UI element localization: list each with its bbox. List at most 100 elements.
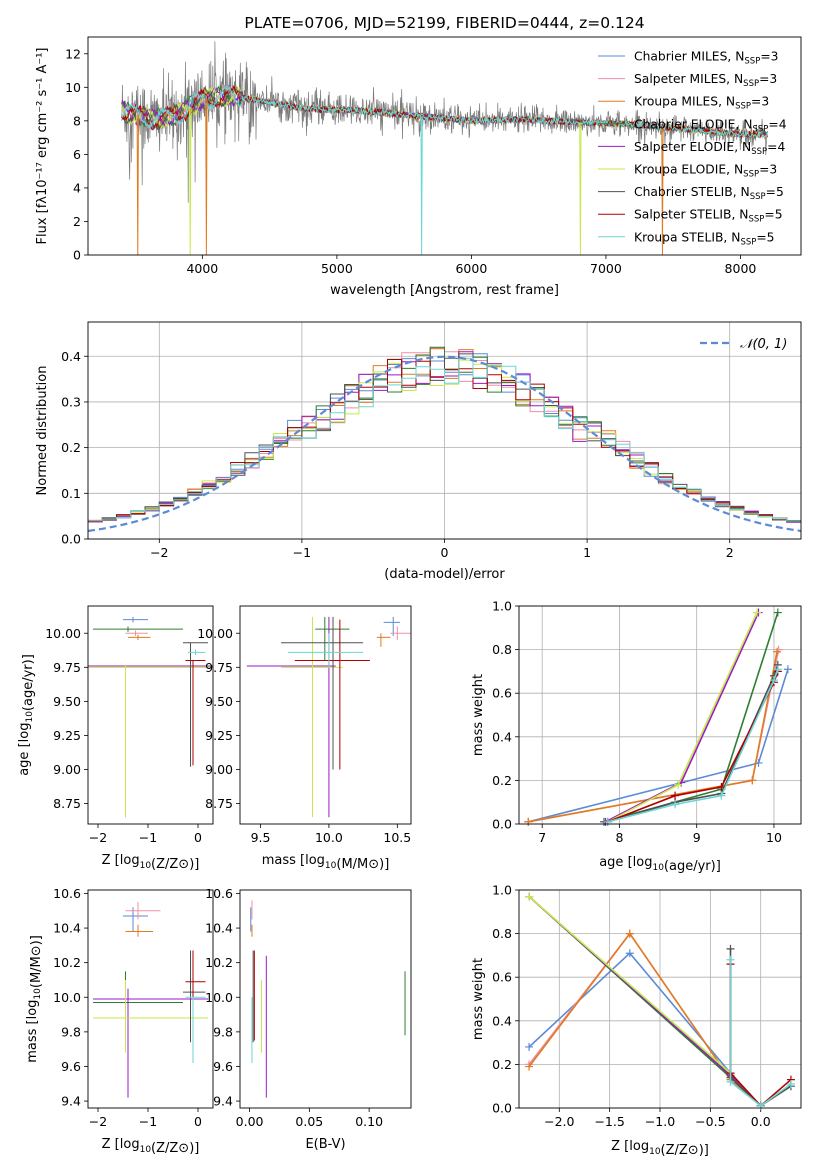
histograms — [88, 346, 801, 533]
y-tick-label: 9.00 — [53, 762, 81, 777]
y-tick-label: 0.6 — [492, 686, 512, 701]
y-tick-label: 12 — [65, 46, 81, 61]
x-tick-label: 0 — [441, 545, 449, 560]
legend-label: Chabrier STELIB, NSSP=5 — [634, 185, 784, 202]
weight-line — [605, 612, 760, 823]
errorbar-point — [281, 616, 364, 770]
y-tick-label: 0.0 — [492, 1101, 512, 1116]
errorbars — [250, 900, 406, 1098]
x-tick-label: 2 — [726, 545, 734, 560]
x-tick-label: 8 — [615, 830, 623, 845]
y-tick-label: 9.4 — [61, 1094, 81, 1109]
x-tick-label: −1.0 — [645, 1114, 675, 1129]
y-tick-label: 10.4 — [53, 921, 81, 936]
x-tick-label: 6000 — [455, 261, 487, 276]
y-tick-label: 10 — [65, 80, 81, 95]
weight-series — [524, 647, 782, 826]
weight-marker — [756, 1101, 765, 1110]
x-tick-label: 0.00 — [236, 1114, 264, 1129]
weight-line — [528, 952, 762, 1107]
x-tick-label: 5000 — [321, 261, 353, 276]
errorbar-point — [93, 988, 208, 1098]
legend-label: Kroupa ELODIE, NSSP=3 — [634, 163, 777, 180]
x-axis-label: Z [log10(Z/Z⊙)] — [611, 1139, 709, 1158]
errorbar-point — [88, 664, 213, 818]
y-axis-label: age [log10(age/yr)] — [17, 654, 36, 776]
y-tick-label: 6 — [73, 147, 81, 162]
y-tick-label: 9.8 — [213, 1024, 233, 1039]
x-axis-label: Z [log10(Z/Z⊙)] — [102, 1137, 200, 1156]
x-tick-label: 10.5 — [383, 830, 411, 845]
errorbar-point — [246, 616, 336, 818]
y-tick-label: 1.0 — [492, 599, 512, 614]
weight-marker — [773, 647, 782, 656]
y-tick-label: 10.6 — [205, 886, 233, 901]
x-tick-label: −1.5 — [594, 1114, 624, 1129]
weight-lines — [525, 892, 795, 1110]
errorbar-point — [185, 950, 206, 1041]
axes-frame — [87, 889, 214, 1109]
weight-line — [528, 668, 789, 823]
errorbar-point — [125, 630, 148, 636]
errorbar-point — [294, 619, 370, 770]
x-tick-label: 0 — [194, 1114, 202, 1129]
weight-series — [603, 667, 782, 826]
weight-marker — [726, 944, 735, 953]
weight-marker — [717, 791, 726, 800]
x-tick-label: −1 — [293, 545, 311, 560]
weight-series — [525, 929, 765, 1110]
y-tick-label: 9.6 — [213, 1059, 233, 1074]
errorbar-point — [281, 616, 343, 818]
x-tick-label: −2 — [150, 545, 168, 560]
normal-curve — [88, 355, 801, 533]
axes-frame — [87, 321, 802, 540]
weight_vs_Z-panel: −2.0 −1.5 −1.0 −0.5 0.0 0.0 0.2 0.4 0.6 0.8 1.0 Z [… — [471, 883, 802, 1158]
age_vs_Z-panel: −2 −1 0 8.75 9.00 9.25 9.50 9.75 10.00 Z [log10(Z… — [17, 605, 214, 872]
x-tick-label: 10.0 — [315, 830, 343, 845]
model-dip — [661, 126, 664, 255]
weight-line — [607, 612, 758, 823]
x-tick-label: 1 — [583, 545, 591, 560]
y-tick-label: 10.00 — [197, 626, 233, 641]
y-axis-label: mass [log10(M/M⊙)] — [25, 935, 44, 1063]
spectrum-panel: PLATE=0706, MJD=52199, FIBERID=0444, z=0… — [35, 14, 802, 298]
y-tick-label: 0.4 — [492, 729, 512, 744]
weight-marker — [726, 1077, 735, 1086]
weight-marker — [786, 1080, 795, 1089]
x-tick-label: 0 — [194, 830, 202, 845]
x-tick-label: −2 — [89, 830, 107, 845]
weight-marker — [748, 776, 757, 785]
y-axis-label: Flux [fλ10⁻¹⁷ erg cm⁻² s⁻¹ A⁻¹] — [35, 48, 50, 245]
legend-label: Kroupa STELIB, NSSP=5 — [634, 230, 775, 247]
errorbars — [246, 616, 411, 818]
weight-marker — [525, 1042, 534, 1051]
x-axis-label: Z [log10(Z/Z⊙)] — [102, 853, 200, 872]
model-line — [121, 85, 768, 139]
weight_vs_age-panel: 7 8 9 10 0.0 0.2 0.4 0.6 0.8 1.0 age [log10(age/yr… — [471, 599, 802, 874]
weight-series — [726, 955, 795, 1110]
x-tick-label: 0.0 — [751, 1114, 771, 1129]
legend-label: Chabrier ELODIE, NSSP=4 — [634, 117, 787, 134]
errorbar-point — [123, 907, 148, 932]
axes-frame — [239, 605, 412, 825]
y-tick-label: 8.75 — [205, 796, 233, 811]
y-axis-label: Normed distribution — [35, 366, 50, 496]
age_vs_mass-panel: 9.5 10.0 10.5 8.75 9.00 9.25 9.50 9.75 10.00 mass… — [197, 605, 412, 872]
errorbar-point — [88, 665, 213, 818]
axes-frame — [239, 889, 412, 1109]
errorbar-point — [125, 924, 153, 937]
errorbar-point — [93, 626, 183, 632]
weight-marker — [671, 800, 680, 809]
legend: Chabrier MILES, NSSP=3 Salpeter MILES, NS… — [598, 50, 787, 247]
x-tick-label: −2 — [89, 1114, 107, 1129]
weight-line — [607, 664, 779, 823]
weight-marker — [524, 817, 533, 826]
weight-series — [603, 665, 782, 826]
weight-marker — [752, 608, 761, 617]
y-tick-label: 0.2 — [61, 440, 81, 455]
x-tick-label: 7 — [538, 830, 546, 845]
y-tick-label: 10.6 — [53, 886, 81, 901]
y-tick-label: 0.8 — [492, 926, 512, 941]
weight-series — [525, 949, 765, 1110]
